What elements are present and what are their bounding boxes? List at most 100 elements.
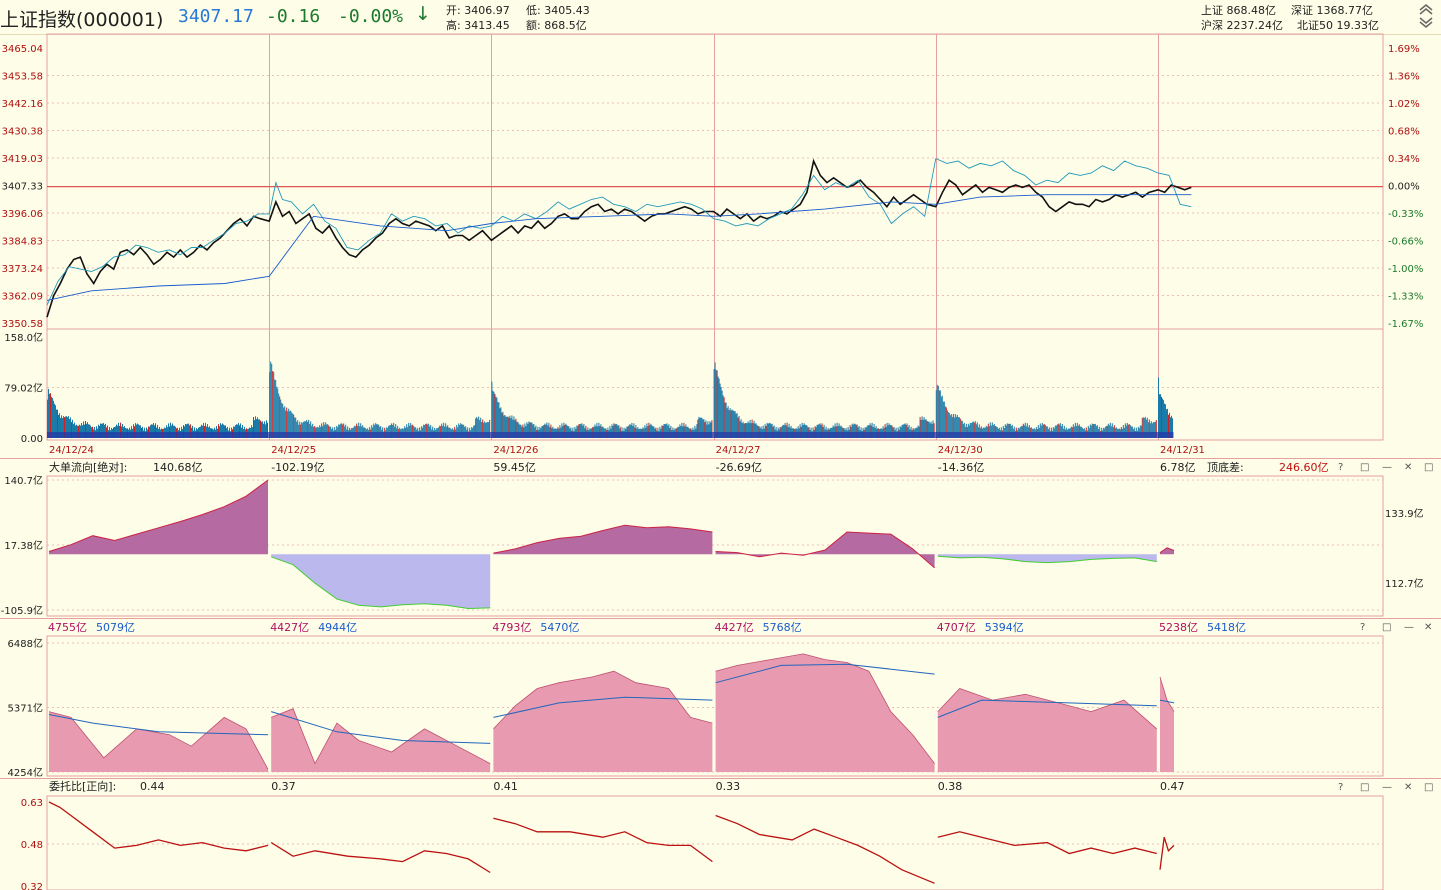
volume-bar	[724, 402, 726, 438]
volume-bar	[817, 424, 819, 438]
volume-bar	[1147, 422, 1149, 438]
volume-bar	[921, 416, 923, 438]
volume-bar	[750, 423, 752, 438]
flow-line	[271, 556, 491, 610]
volume-bar	[703, 419, 705, 438]
volume-bar	[157, 424, 158, 438]
volume-bar	[358, 422, 360, 438]
volume-bar	[443, 422, 445, 438]
help-icon[interactable]: ?	[1338, 782, 1344, 793]
flow-day-value: -26.69亿	[716, 461, 762, 474]
minimize-icon[interactable]: —	[1382, 462, 1392, 473]
volume-bar	[785, 425, 787, 438]
volume-bar	[474, 425, 476, 438]
volume-bar	[823, 424, 825, 438]
volume-bar	[171, 425, 172, 438]
volume-bar	[1006, 423, 1008, 438]
ratio-day-value: 0.38	[938, 780, 963, 793]
volume-bar	[806, 425, 808, 438]
volume-bar	[668, 424, 670, 438]
volume-bar	[266, 420, 267, 438]
flow-area	[715, 532, 935, 568]
close-icon[interactable]: ✕	[1404, 782, 1413, 793]
volume-bar	[614, 424, 616, 438]
volume-bar	[970, 423, 972, 438]
volume-bar	[727, 406, 729, 438]
minimize-icon[interactable]: —	[1382, 782, 1392, 793]
volume-bar	[705, 420, 707, 438]
restore-icon[interactable]: □	[1424, 782, 1434, 793]
maximize-icon[interactable]: □	[1360, 782, 1370, 793]
volume-bar	[412, 424, 414, 438]
volume-bar	[1111, 423, 1113, 438]
volume-bar	[1091, 423, 1093, 438]
volume-bar	[1146, 417, 1148, 438]
minimize-icon[interactable]: —	[1404, 622, 1414, 633]
flow-line	[493, 524, 713, 554]
turnover-area	[715, 653, 935, 772]
restore-icon[interactable]: □	[1424, 462, 1434, 473]
volume-bar	[343, 423, 345, 438]
volume-bar	[395, 424, 397, 438]
close-icon[interactable]: ✕	[1424, 622, 1433, 633]
volume-bar	[948, 412, 950, 438]
volume-bar	[628, 425, 630, 438]
volume-bar	[952, 414, 954, 438]
volume-bar	[300, 424, 302, 438]
price-tick-right: 0.68%	[1388, 127, 1420, 138]
volume-bar	[155, 423, 156, 438]
volume-bar	[135, 423, 136, 438]
turnover-label-a: 4793亿	[492, 621, 531, 634]
collapse-arrows-icon[interactable]	[1416, 2, 1436, 30]
volume-bar	[818, 424, 820, 438]
volume-bar	[919, 417, 921, 438]
volume-bar	[282, 403, 284, 438]
volume-bar	[98, 424, 99, 438]
volume-bar	[259, 419, 260, 438]
volume-bar	[664, 424, 666, 438]
volume-bar	[185, 424, 186, 438]
volume-bar	[168, 423, 169, 438]
volume-bar	[629, 424, 631, 438]
volume-bar	[1056, 424, 1058, 438]
volume-bar	[271, 363, 273, 438]
volume-bar	[716, 370, 718, 438]
volume-bar	[267, 422, 268, 438]
volume-bar	[1106, 425, 1108, 438]
volume-bar	[698, 416, 700, 438]
volume-bar	[1002, 425, 1004, 438]
volume-bar	[728, 410, 730, 438]
price-tick-left: 3350.58	[2, 319, 43, 330]
volume-bar	[706, 424, 708, 438]
volume-pane: 158.0亿 79.02亿 0.00 24/12/24 24/12/25 24/12/26…	[4, 328, 1384, 456]
volume-bar	[310, 421, 312, 438]
volume-bar	[950, 414, 952, 438]
volume-bar	[137, 423, 138, 438]
help-icon[interactable]: ?	[1338, 462, 1344, 473]
volume-bar	[296, 421, 298, 438]
volume-bar	[302, 423, 304, 438]
volume-bar	[528, 421, 530, 438]
volume-bar	[154, 425, 155, 438]
volume-bar	[976, 422, 978, 438]
volume-bar	[56, 409, 57, 438]
maximize-icon[interactable]: □	[1360, 462, 1370, 473]
volume-bar	[393, 422, 395, 438]
close-icon[interactable]: ✕	[1404, 462, 1413, 473]
help-icon[interactable]: ?	[1360, 622, 1366, 633]
volume-bar	[304, 421, 306, 438]
turnover-label-b: 5394亿	[985, 621, 1024, 634]
volume-bar	[908, 425, 910, 438]
volume-bar	[725, 402, 727, 438]
volume-bar	[542, 425, 544, 438]
volume-bar	[581, 423, 583, 438]
maximize-icon[interactable]: □	[1382, 622, 1392, 633]
volume-bar	[1160, 394, 1161, 438]
volume-bar	[84, 424, 85, 438]
volume-bar	[973, 422, 975, 438]
volume-bar	[58, 414, 59, 438]
volume-bar	[754, 423, 756, 438]
volume-bar	[324, 424, 326, 438]
volume-bar	[1042, 424, 1044, 438]
